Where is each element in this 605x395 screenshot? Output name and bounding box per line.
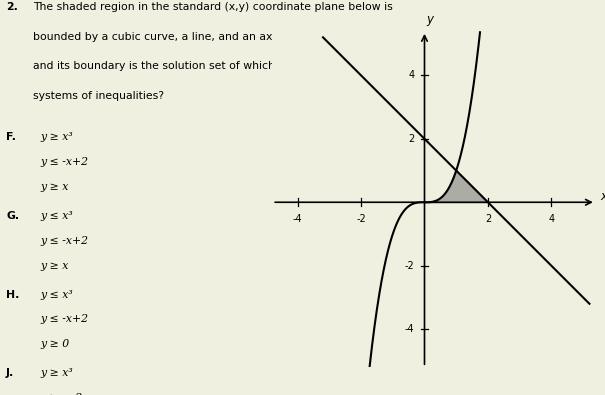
Text: y ≥ x³: y ≥ x³	[41, 132, 73, 142]
Text: y: y	[427, 13, 434, 26]
Text: -4: -4	[293, 214, 302, 224]
Text: 2: 2	[408, 134, 414, 144]
Text: 2: 2	[485, 214, 491, 224]
Text: H.: H.	[6, 290, 19, 299]
Text: -2: -2	[405, 261, 414, 271]
Text: y ≤ x³: y ≤ x³	[41, 211, 73, 221]
Text: y ≤ x³: y ≤ x³	[41, 290, 73, 299]
Text: y ≤ -x+2: y ≤ -x+2	[41, 236, 89, 246]
Text: G.: G.	[6, 211, 19, 221]
Text: F.: F.	[6, 132, 16, 142]
Text: -4: -4	[405, 324, 414, 334]
Text: y ≥ -x-2: y ≥ -x-2	[41, 393, 83, 395]
Text: y ≥ 0: y ≥ 0	[41, 339, 70, 349]
Text: and its boundary is the solution set of which of the following: and its boundary is the solution set of …	[33, 61, 362, 71]
Text: y ≥ x: y ≥ x	[41, 182, 69, 192]
Text: y ≤ -x+2: y ≤ -x+2	[41, 157, 89, 167]
Text: x: x	[601, 190, 605, 203]
Text: y ≥ x: y ≥ x	[41, 261, 69, 271]
Text: 4: 4	[548, 214, 554, 224]
Text: 4: 4	[408, 70, 414, 81]
Text: J.: J.	[6, 368, 15, 378]
Text: y ≤ -x+2: y ≤ -x+2	[41, 314, 89, 324]
Text: bounded by a cubic curve, a line, and an axis. The shaded region: bounded by a cubic curve, a line, and an…	[33, 32, 389, 41]
Text: y ≥ x³: y ≥ x³	[41, 368, 73, 378]
Text: -2: -2	[356, 214, 366, 224]
Text: 2.: 2.	[6, 2, 18, 12]
Text: systems of inequalities?: systems of inequalities?	[33, 91, 164, 101]
Text: The shaded region in the standard (x,y) coordinate plane below is: The shaded region in the standard (x,y) …	[33, 2, 393, 12]
